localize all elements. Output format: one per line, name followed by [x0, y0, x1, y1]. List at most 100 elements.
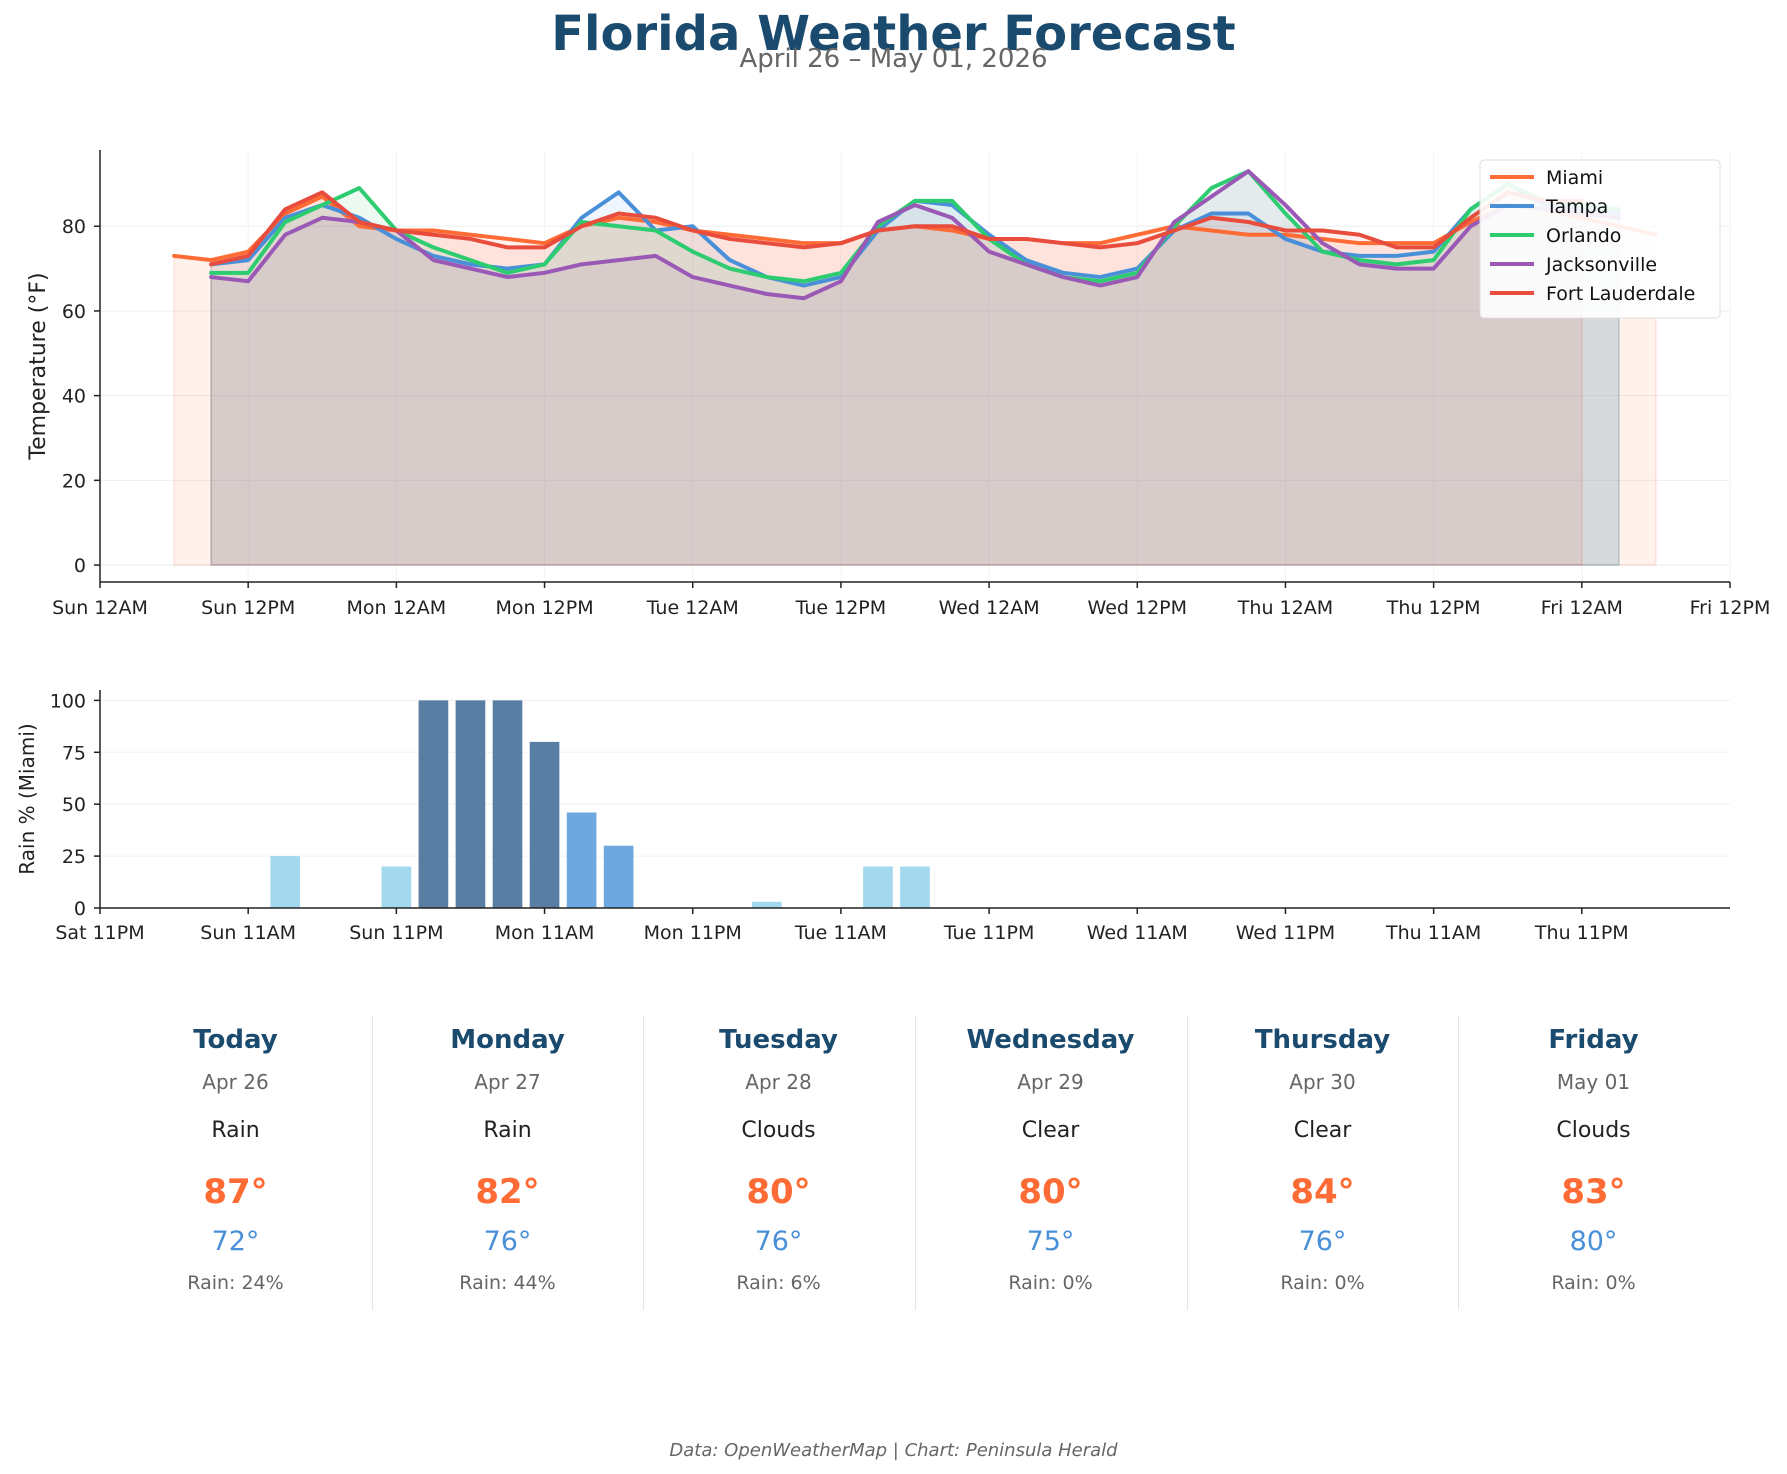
rain-bar — [566, 812, 597, 908]
legend-label: Orlando — [1546, 225, 1621, 247]
x-tick-label: Mon 12PM — [495, 597, 593, 619]
rain-bar — [900, 866, 930, 908]
card-date: Apr 28 — [745, 1070, 812, 1094]
x-tick-label: Sun 11PM — [349, 922, 443, 944]
card-low-temp: 76° — [483, 1226, 532, 1257]
x-tick-label: Sun 11AM — [200, 922, 296, 944]
card-high-temp: 84° — [1290, 1172, 1355, 1212]
x-tick-label: Tue 11PM — [943, 922, 1035, 944]
y-axis-label: Temperature (°F) — [26, 272, 51, 460]
card-day: Wednesday — [966, 1025, 1135, 1055]
y-tick-label: 50 — [62, 794, 86, 816]
rain-bar — [492, 700, 523, 908]
rain-bar — [418, 700, 449, 908]
y-tick-label: 75 — [62, 742, 86, 764]
card-date: Apr 30 — [1289, 1070, 1356, 1094]
card-divider — [915, 1015, 916, 1310]
card-high-temp: 87° — [203, 1172, 268, 1212]
x-tick-label: Sat 11PM — [55, 922, 144, 944]
rain-chart: 0 25 50 75 100 Sat 11PM Sun 11AM Sun 11PM Mon 11… — [15, 690, 1730, 944]
x-tick-label: Thu 12PM — [1386, 597, 1481, 619]
x-tick-label: Mon 11PM — [644, 922, 742, 944]
rain-bar — [381, 866, 412, 908]
card-day: Monday — [450, 1025, 565, 1055]
daily-forecast: Today Apr 26 Rain 87° 72° Rain: 24% Mond… — [100, 1010, 1730, 1310]
x-tick-label: Fri 12PM — [1690, 597, 1771, 619]
forecast-card: Today Apr 26 Rain 87° 72° Rain: 24% — [100, 1010, 371, 1310]
series-line — [209, 169, 1621, 301]
card-day: Tuesday — [719, 1025, 838, 1055]
x-tick-label: Thu 11PM — [1534, 922, 1629, 944]
rain-bar — [863, 866, 893, 908]
rain-bar — [752, 901, 782, 908]
y-axis-label: Rain % (Miami) — [15, 723, 39, 874]
card-day: Thursday — [1254, 1025, 1391, 1055]
y-tick-label: 20 — [62, 470, 86, 492]
card-low-temp: 76° — [754, 1226, 803, 1257]
card-condition: Rain — [211, 1118, 260, 1143]
x-tick-label: Wed 12AM — [939, 597, 1040, 619]
y-tick-label: 60 — [62, 301, 86, 323]
card-date: Apr 26 — [202, 1070, 269, 1094]
rain-bar — [529, 741, 560, 908]
card-divider — [1187, 1015, 1188, 1310]
card-date: Apr 27 — [474, 1070, 541, 1094]
card-condition: Clouds — [1556, 1118, 1631, 1143]
card-high-temp: 80° — [746, 1172, 811, 1212]
series-line — [209, 190, 1584, 267]
card-rain-chance: Rain: 24% — [187, 1272, 284, 1294]
page-title: Florida Weather Forecast — [551, 6, 1236, 62]
card-low-temp: 72° — [211, 1226, 260, 1257]
y-tick-label: 0 — [74, 555, 86, 577]
card-low-temp: 75° — [1026, 1226, 1075, 1257]
page-subtitle: April 26 – May 01, 2026 — [739, 44, 1048, 74]
card-day: Friday — [1548, 1025, 1639, 1055]
card-day: Today — [193, 1025, 278, 1055]
card-rain-chance: Rain: 0% — [1551, 1272, 1636, 1294]
card-condition: Clouds — [741, 1118, 816, 1143]
card-high-temp: 83° — [1561, 1172, 1626, 1212]
x-tick-label: Tue 11AM — [794, 922, 887, 944]
series-line — [209, 169, 1621, 284]
legend-label: Miami — [1546, 167, 1603, 189]
x-tick-label: Sun 12AM — [52, 597, 148, 619]
card-low-temp: 80° — [1569, 1226, 1618, 1257]
card-divider — [1458, 1015, 1459, 1310]
forecast-card: Tuesday Apr 28 Clouds 80° 76° Rain: 6% — [643, 1010, 914, 1310]
x-tick-label: Fri 12AM — [1541, 597, 1623, 619]
rain-bar — [270, 856, 301, 908]
x-tick-label: Tue 12AM — [646, 597, 739, 619]
x-tick-label: Mon 12AM — [347, 597, 447, 619]
card-low-temp: 76° — [1298, 1226, 1347, 1257]
rain-bar — [603, 845, 634, 908]
x-tick-label: Tue 12PM — [795, 597, 887, 619]
x-tick-label: Thu 11AM — [1385, 922, 1481, 944]
legend-label: Tampa — [1545, 196, 1608, 218]
card-date: Apr 29 — [1017, 1070, 1084, 1094]
card-high-temp: 82° — [475, 1172, 540, 1212]
forecast-card: Monday Apr 27 Rain 82° 76° Rain: 44% — [372, 1010, 643, 1310]
x-tick-label: Mon 11AM — [495, 922, 595, 944]
card-rain-chance: Rain: 44% — [459, 1272, 556, 1294]
card-date: May 01 — [1556, 1070, 1631, 1094]
forecast-card: Wednesday Apr 29 Clear 80° 75° Rain: 0% — [915, 1010, 1186, 1310]
x-tick-label: Wed 11AM — [1087, 922, 1188, 944]
card-divider — [643, 1015, 644, 1310]
card-condition: Clear — [1021, 1118, 1080, 1143]
x-tick-label: Wed 12PM — [1088, 597, 1188, 619]
source-credit: Data: OpenWeatherMap | Chart: Peninsula … — [669, 1440, 1118, 1461]
x-tick-label: Wed 11PM — [1236, 922, 1336, 944]
x-tick-label: Sun 12PM — [201, 597, 295, 619]
card-condition: Rain — [483, 1118, 532, 1143]
forecast-card: Thursday Apr 30 Clear 84° 76° Rain: 0% — [1187, 1010, 1458, 1310]
y-tick-label: 80 — [62, 216, 86, 238]
y-tick-label: 0 — [74, 898, 86, 920]
y-tick-label: 40 — [62, 386, 86, 408]
card-rain-chance: Rain: 0% — [1280, 1272, 1365, 1294]
rain-bar — [455, 700, 486, 908]
legend-box — [1479, 159, 1721, 319]
forecast-card: Friday May 01 Clouds 83° 80° Rain: 0% — [1458, 1010, 1729, 1310]
chart-legend: Miami Tampa Orlando Jacksonville Fort Lauder… — [1479, 159, 1721, 319]
card-rain-chance: Rain: 6% — [736, 1272, 821, 1294]
temperature-chart: 0 20 40 60 80 Sun 12AM Sun 12PM Mon 12AM Mon 12P… — [26, 150, 1771, 619]
